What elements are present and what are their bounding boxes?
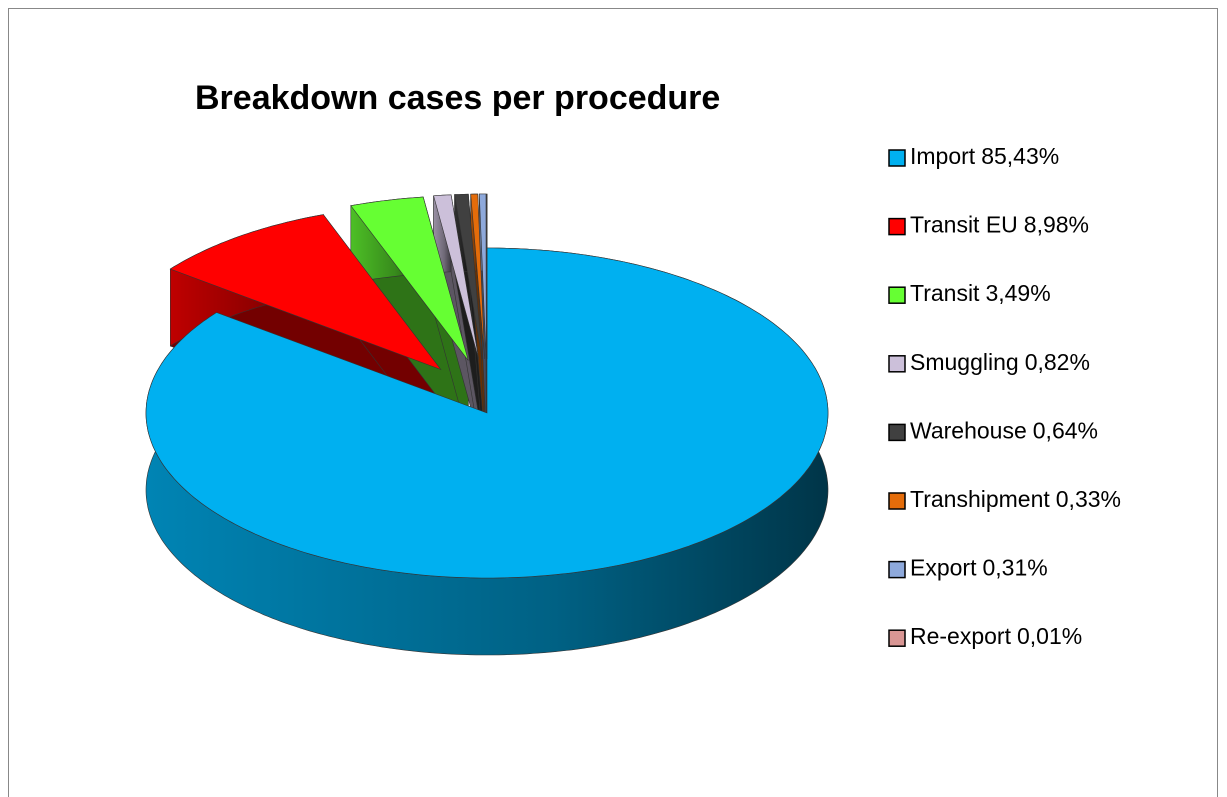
legend-swatch (888, 560, 906, 579)
legend-name: Re-export (910, 623, 1012, 649)
slice-top (145, 247, 829, 579)
slice-top (470, 193, 485, 360)
legend-name: Transhipment (910, 486, 1050, 512)
legend-name: Transit EU (910, 212, 1018, 238)
legend-value: 8,98% (1024, 212, 1089, 238)
legend-label: Transit 3,49% (910, 280, 1051, 306)
legend-value: 0,82% (1025, 349, 1090, 375)
slice-top (350, 196, 469, 361)
legend-value: 85,43% (981, 143, 1059, 169)
legend-swatch (888, 423, 906, 442)
legend-name: Export (910, 555, 977, 581)
legend-value: 0,64% (1033, 417, 1098, 443)
legend-swatch (888, 492, 906, 510)
legend-swatch (888, 217, 906, 236)
legend-swatch (888, 149, 906, 167)
legend-name: Import (910, 143, 976, 169)
legend-swatch (888, 629, 906, 647)
legend-value: 0,31% (982, 555, 1047, 581)
legend-value: 0,01% (1017, 623, 1082, 649)
legend-name: Transit (910, 280, 980, 306)
legend-label: Warehouse 0,64% (910, 417, 1098, 443)
legend-label: Smuggling 0,82% (910, 349, 1090, 375)
legend-name: Smuggling (910, 349, 1019, 375)
legend-value: 3,49% (985, 280, 1050, 306)
legend-name: Warehouse (910, 417, 1027, 443)
slice-top (454, 193, 483, 360)
legend-label: Import 85,43% (910, 143, 1059, 169)
legend-swatch (888, 355, 906, 373)
legend-label: Transhipment 0,33% (910, 486, 1121, 512)
legend-label: Transit EU 8,98% (910, 212, 1089, 238)
legend-swatch (888, 286, 906, 304)
legend-label: Re-export 0,01% (910, 623, 1082, 649)
legend-label: Export 0,31% (910, 555, 1048, 581)
slice-top (433, 194, 479, 360)
slice-top (169, 214, 442, 371)
chart-title: Breakdown cases per procedure (195, 79, 720, 117)
slice-top (478, 193, 487, 360)
legend-value: 0,33% (1056, 486, 1121, 512)
